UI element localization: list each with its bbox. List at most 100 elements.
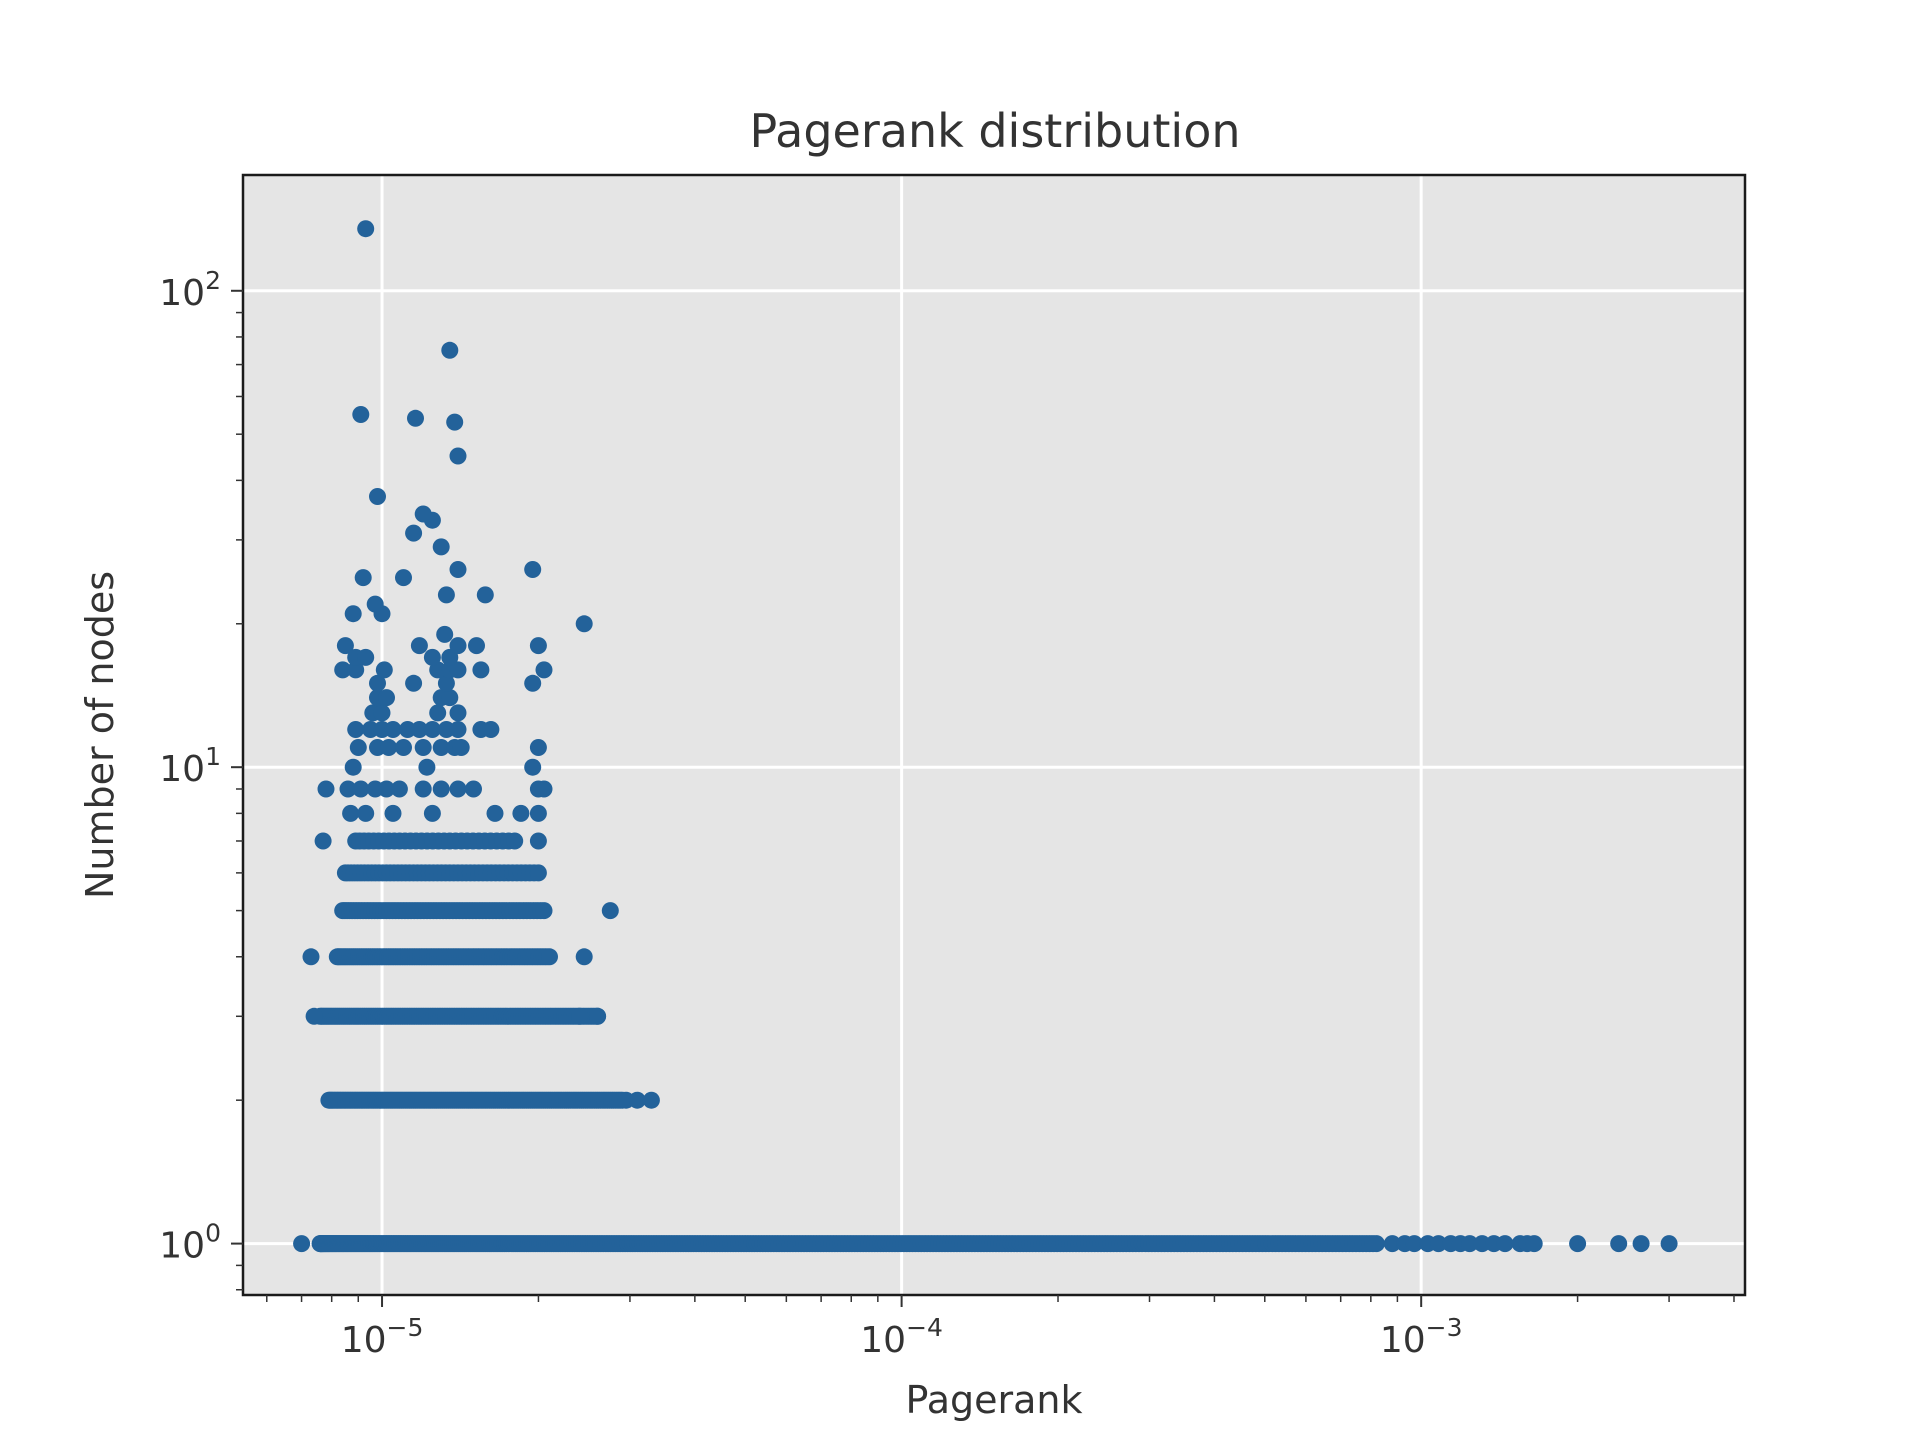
y-tick-label: 101 — [159, 742, 221, 790]
data-point — [366, 595, 384, 613]
data-point — [378, 780, 395, 798]
data-point — [512, 804, 530, 822]
data-point — [293, 1235, 311, 1253]
data-point — [601, 902, 619, 920]
data-point — [369, 488, 386, 505]
data-point — [414, 780, 432, 798]
data-point — [1496, 1235, 1514, 1253]
data-point — [429, 704, 447, 722]
data-point — [395, 569, 412, 587]
data-point — [1569, 1235, 1587, 1253]
data-point — [349, 739, 367, 756]
data-point — [529, 739, 547, 756]
data-point — [342, 804, 360, 822]
data-point — [432, 780, 450, 798]
data-point — [437, 674, 455, 692]
data-point — [449, 561, 467, 578]
data-point — [529, 832, 547, 850]
data-point — [441, 648, 459, 666]
data-point — [1383, 1235, 1401, 1253]
plot-frame — [241, 173, 1747, 1297]
data-point — [1367, 1235, 1385, 1253]
data-point — [414, 505, 432, 523]
chart-title: Pagerank distribution — [749, 104, 1240, 158]
data-point — [449, 704, 467, 722]
data-point — [317, 780, 335, 798]
data-point — [541, 948, 558, 966]
data-point — [339, 780, 357, 798]
data-point — [352, 780, 370, 798]
data-point — [357, 804, 375, 822]
x-tick-label: 10−3 — [1380, 1313, 1463, 1361]
data-point — [436, 625, 454, 643]
data-point — [575, 615, 593, 633]
data-point — [384, 721, 402, 738]
data-point — [446, 413, 464, 431]
data-point — [314, 832, 332, 850]
data-point — [384, 804, 402, 822]
data-point — [354, 569, 372, 587]
data-point — [423, 804, 441, 822]
data-point — [423, 648, 441, 666]
data-point — [414, 739, 432, 756]
data-point — [347, 661, 365, 679]
data-point — [302, 948, 320, 966]
data-point — [506, 832, 524, 850]
data-point — [452, 739, 470, 756]
data-point — [628, 1091, 646, 1109]
data-point — [486, 804, 504, 822]
data-point — [344, 758, 362, 776]
data-point — [378, 689, 395, 707]
data-point — [449, 780, 467, 798]
data-point — [529, 864, 547, 882]
data-points — [293, 220, 1678, 1253]
y-tick-label: 102 — [159, 266, 221, 314]
y-tick-label: 100 — [159, 1219, 221, 1267]
data-point — [432, 739, 450, 756]
data-point — [449, 721, 467, 738]
data-point — [395, 739, 412, 756]
data-point — [352, 406, 370, 423]
data-point — [334, 661, 352, 679]
data-point — [642, 1091, 660, 1109]
data-point — [1461, 1235, 1479, 1253]
x-axis-label: Pagerank — [906, 1378, 1083, 1422]
data-point — [347, 721, 365, 738]
data-point — [535, 661, 553, 679]
data-point — [373, 704, 391, 722]
data-point — [407, 409, 424, 427]
data-point — [482, 721, 500, 738]
data-point — [441, 341, 459, 359]
data-point — [432, 538, 450, 556]
data-point — [535, 780, 553, 798]
data-point — [1525, 1235, 1543, 1253]
data-point — [405, 524, 423, 542]
data-point — [449, 661, 467, 679]
data-point — [1610, 1235, 1628, 1253]
data-point — [476, 586, 494, 604]
axis-ticks: 10−5 10−4 10−3 100 101 102 — [159, 266, 1735, 1361]
data-point — [529, 804, 547, 822]
data-point — [441, 689, 459, 707]
data-point — [524, 758, 542, 776]
x-tick-label: 10−5 — [341, 1313, 424, 1361]
data-point — [524, 561, 542, 578]
data-point — [571, 1007, 589, 1025]
data-point — [305, 1007, 323, 1025]
data-point — [1632, 1235, 1650, 1253]
data-point — [575, 948, 593, 966]
data-point — [1430, 1235, 1447, 1253]
data-point — [535, 902, 553, 920]
data-point — [437, 586, 455, 604]
data-point — [1660, 1235, 1678, 1253]
data-point — [1405, 1235, 1423, 1253]
data-point — [524, 674, 542, 692]
data-point — [410, 721, 428, 738]
data-point — [380, 739, 398, 756]
data-point — [410, 637, 428, 655]
data-point — [405, 674, 423, 692]
data-point — [336, 637, 354, 655]
data-point — [357, 220, 375, 238]
data-point — [472, 661, 490, 679]
